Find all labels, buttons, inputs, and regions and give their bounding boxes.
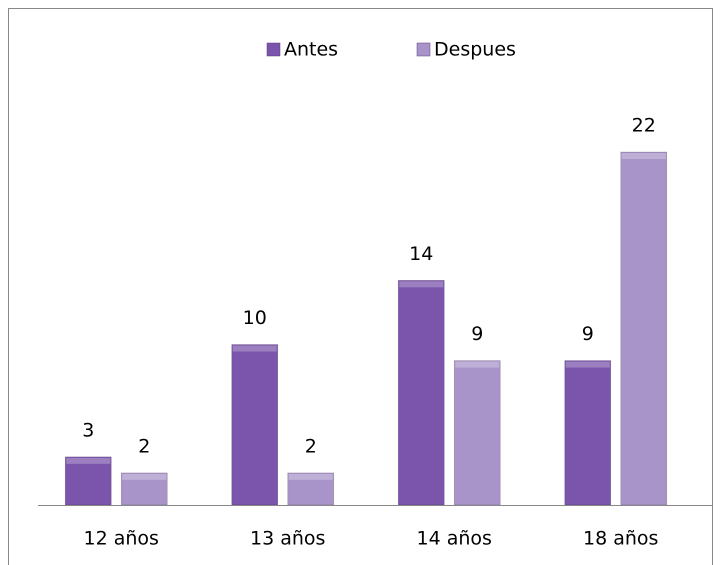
bar	[564, 360, 612, 506]
bar-bevel	[288, 473, 333, 480]
bar-bevel	[399, 281, 444, 288]
bar-bevel	[455, 361, 500, 368]
bar-bevel	[565, 361, 610, 368]
bar-bevel	[66, 457, 111, 464]
x-tick-label: 18 años	[583, 528, 658, 550]
bar	[231, 344, 279, 506]
bar	[397, 280, 445, 506]
bar	[64, 456, 112, 506]
data-label: 2	[305, 435, 317, 457]
legend-label: Despues	[434, 39, 516, 61]
data-label: 9	[582, 323, 594, 345]
bar-bevel	[621, 153, 666, 159]
x-tick-label: 13 años	[250, 528, 325, 550]
bar	[620, 151, 668, 506]
data-label: 3	[82, 419, 94, 441]
data-label: 9	[471, 323, 483, 345]
legend-swatch	[416, 42, 431, 57]
data-label: 2	[138, 435, 150, 457]
x-tick-label: 12 años	[84, 528, 159, 550]
data-label: 22	[632, 115, 656, 137]
bar-bevel	[232, 345, 277, 352]
bar-bevel	[122, 473, 167, 480]
legend-label: Antes	[284, 39, 338, 61]
x-tick-label: 14 años	[417, 528, 492, 550]
bar	[453, 360, 501, 506]
data-label: 10	[243, 307, 267, 329]
data-label: 14	[409, 243, 433, 265]
bar	[120, 472, 168, 506]
legend-swatch	[266, 42, 281, 57]
